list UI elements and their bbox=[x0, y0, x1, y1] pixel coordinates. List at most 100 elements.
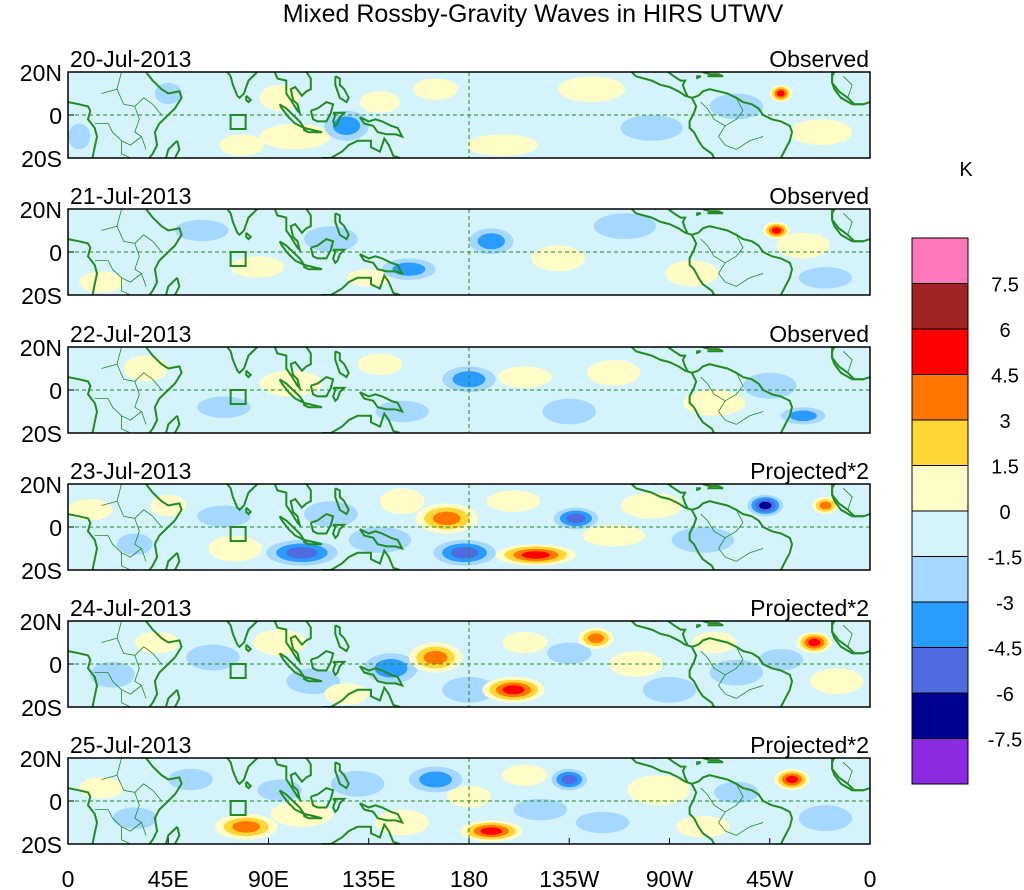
panel-date: 21-Jul-2013 bbox=[70, 183, 191, 209]
panel-label: Observed bbox=[769, 321, 869, 347]
border-line bbox=[843, 488, 853, 510]
y-tick-label: 20S bbox=[21, 558, 62, 584]
coastline bbox=[332, 111, 347, 128]
border-line bbox=[121, 415, 131, 433]
x-tick-label: 0 bbox=[62, 866, 75, 890]
coastline bbox=[358, 528, 405, 551]
coastline bbox=[630, 209, 699, 236]
colorbar-level-label: -7.5 bbox=[988, 730, 1022, 752]
coastline bbox=[653, 621, 689, 646]
coastline bbox=[831, 494, 870, 518]
contour-fill bbox=[627, 775, 690, 806]
coastline bbox=[273, 758, 312, 803]
coastline bbox=[164, 415, 181, 433]
coastline bbox=[145, 484, 183, 570]
colorbar-swatch bbox=[911, 237, 969, 284]
contour-fill bbox=[480, 827, 503, 835]
coastline bbox=[653, 484, 689, 509]
border-line bbox=[121, 826, 131, 844]
coastline bbox=[334, 212, 350, 241]
coastline bbox=[245, 780, 253, 790]
contour-fill bbox=[452, 371, 486, 388]
contour-fill bbox=[357, 353, 403, 375]
border-line bbox=[700, 787, 708, 795]
coastline bbox=[697, 225, 794, 295]
contour-fill bbox=[90, 661, 135, 688]
coastline bbox=[303, 401, 323, 409]
coastline bbox=[322, 548, 401, 570]
coastline bbox=[225, 209, 260, 237]
coastline bbox=[831, 82, 870, 106]
contour-fill bbox=[232, 821, 261, 833]
coastline bbox=[831, 768, 870, 792]
panels-group: 20N 0 20S 20-Jul-2013 Observed 20N 0 20S 21-Jul-… bbox=[20, 46, 871, 858]
contour-fill bbox=[486, 490, 541, 512]
contour-fill bbox=[671, 527, 735, 553]
coastline bbox=[245, 643, 253, 653]
panel-4: 20N 0 20S 23-Jul-2013 Projected*2 bbox=[20, 458, 871, 584]
border-line bbox=[134, 646, 162, 665]
coastline bbox=[831, 357, 870, 381]
border-line bbox=[843, 213, 853, 235]
border-line bbox=[116, 758, 122, 776]
y-tick-label: 0 bbox=[49, 378, 62, 404]
contour-fill bbox=[777, 90, 785, 97]
coastline bbox=[164, 277, 181, 295]
contour-fill bbox=[252, 629, 307, 656]
contour-fill bbox=[259, 84, 300, 111]
x-tick-label: 0 bbox=[864, 866, 877, 890]
coastline bbox=[334, 624, 350, 653]
border-line bbox=[121, 277, 131, 295]
contour-fill bbox=[642, 676, 697, 703]
coastline bbox=[695, 761, 702, 766]
coastline bbox=[164, 826, 181, 844]
border-line bbox=[134, 783, 162, 802]
coastline bbox=[653, 758, 689, 783]
coastline bbox=[334, 350, 350, 379]
coastline bbox=[309, 100, 335, 123]
contour-fill bbox=[558, 76, 625, 103]
contour-fill bbox=[542, 398, 596, 425]
border-line bbox=[141, 136, 147, 150]
contour-fill bbox=[588, 633, 604, 643]
y-tick-label: 0 bbox=[49, 515, 62, 541]
contour-fill bbox=[186, 644, 240, 671]
contour-fill bbox=[709, 93, 764, 120]
coastline bbox=[145, 758, 183, 844]
border-line bbox=[736, 548, 764, 562]
coastline bbox=[68, 238, 99, 295]
border-line bbox=[700, 376, 708, 384]
panel-1: 20N 0 20S 20-Jul-2013 Observed bbox=[20, 46, 871, 172]
colorbar-swatch bbox=[911, 283, 969, 330]
contour-fill bbox=[497, 366, 552, 388]
coastline bbox=[702, 209, 724, 215]
coastline bbox=[145, 347, 183, 433]
contour-fill bbox=[79, 777, 124, 799]
coastline bbox=[688, 372, 715, 433]
coastline bbox=[164, 552, 181, 570]
contour-fill bbox=[219, 134, 265, 156]
x-axis: 0 45E 90E 135E 180 135W 90W 45W 0 bbox=[62, 838, 877, 890]
coastline bbox=[68, 101, 99, 158]
contour-fill bbox=[819, 501, 832, 510]
coastline bbox=[688, 97, 715, 158]
coastline bbox=[688, 509, 715, 570]
x-tick-label: 135E bbox=[342, 866, 396, 890]
contour-fill bbox=[808, 638, 821, 647]
border-line bbox=[700, 650, 708, 658]
contour-fill bbox=[771, 227, 782, 234]
contour-fill bbox=[359, 91, 400, 113]
border-line bbox=[707, 97, 744, 127]
border-line bbox=[134, 372, 162, 391]
coastline bbox=[145, 72, 183, 158]
border-line bbox=[116, 347, 122, 365]
border-line bbox=[94, 637, 143, 695]
coastline bbox=[68, 376, 99, 433]
border-line bbox=[116, 621, 122, 639]
border-line bbox=[718, 262, 737, 287]
coastline bbox=[831, 758, 836, 769]
border-line bbox=[141, 685, 147, 699]
coastline bbox=[322, 411, 401, 433]
border-line bbox=[707, 509, 744, 539]
